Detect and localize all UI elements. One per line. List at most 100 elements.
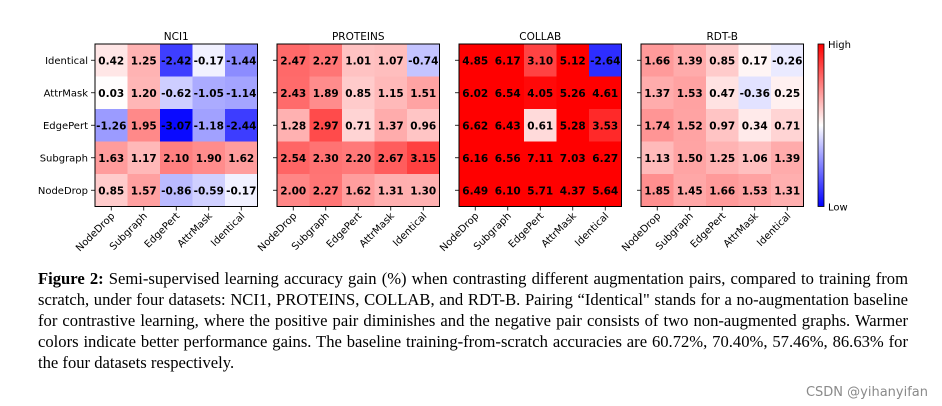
cell-value-label: 5.12 (560, 55, 586, 67)
heatmap-cell (771, 76, 804, 110)
heatmap-cell (277, 76, 310, 110)
heatmap-cell (192, 109, 226, 142)
x-tick-label: AttrMask (722, 211, 761, 250)
heatmap-cell (309, 76, 343, 110)
heatmap-cell (342, 76, 375, 110)
cell-value-label: 0.71 (345, 120, 371, 132)
heatmap-cell (706, 44, 739, 77)
cell-value-label: 0.34 (742, 120, 768, 132)
cell-value-label: 5.28 (560, 120, 586, 132)
cell-value-label: 5.64 (592, 185, 618, 197)
colorbar-high-label: High (828, 40, 851, 51)
cell-value-label: -2.64 (590, 55, 620, 67)
heatmap-cell (524, 44, 557, 77)
heatmap-cell (556, 174, 590, 207)
cell-value-label: 1.37 (644, 88, 670, 100)
cell-value-label: 1.52 (677, 120, 703, 132)
heatmap-cell (556, 141, 590, 175)
heatmap-cell (589, 76, 622, 110)
cell-value-label: 2.27 (313, 185, 339, 197)
heatmap-cell (277, 174, 310, 207)
cell-value-label: -0.62 (161, 88, 191, 100)
y-tick-label: Identical (45, 56, 88, 67)
caption-text: Semi-supervised learning accuracy gain (… (38, 269, 908, 372)
cell-value-label: 1.57 (131, 185, 157, 197)
x-tick-label: Identical (391, 211, 429, 249)
heatmap-cell (589, 141, 622, 175)
cell-value-label: 0.03 (98, 88, 124, 100)
colorbar-low-label: Low (828, 203, 848, 214)
cell-value-label: 1.51 (410, 88, 436, 100)
heatmap-cell (192, 174, 226, 207)
cell-value-label: -0.17 (194, 55, 224, 67)
cell-value-label: 1.20 (131, 88, 157, 100)
cell-value-label: 1.90 (196, 153, 222, 165)
x-tick-label: EdgePert (325, 211, 365, 251)
cell-value-label: 0.17 (742, 55, 768, 67)
cell-value-label: 6.27 (592, 153, 618, 165)
cell-value-label: -0.26 (772, 55, 802, 67)
heatmap-cell (706, 141, 739, 175)
heatmap-cell (459, 109, 492, 142)
y-tick-label: NodeDrop (38, 186, 88, 197)
x-tick-label: EdgePert (507, 211, 547, 251)
cell-value-label: 3.10 (527, 55, 553, 67)
heatmap-cell (524, 174, 557, 207)
heatmap-cell (491, 109, 525, 142)
cell-value-label: 3.53 (592, 120, 618, 132)
figure-caption: Figure 2: Semi-supervised learning accur… (38, 268, 908, 373)
heatmap-cell (127, 141, 161, 175)
heatmap-cell (491, 76, 525, 110)
cell-value-label: 1.01 (345, 55, 371, 67)
colorbar (817, 43, 825, 207)
heatmap-cell (160, 141, 193, 175)
heatmap-cell (192, 76, 226, 110)
cell-value-label: 6.56 (495, 153, 521, 165)
heatmap-cell (459, 174, 492, 207)
cell-value-label: 2.10 (163, 153, 189, 165)
heatmap-cell (127, 174, 161, 207)
cell-value-label: 1.25 (709, 153, 735, 165)
x-tick-label: Identical (755, 211, 793, 249)
heatmap-cell (407, 174, 440, 207)
cell-value-label: 6.10 (495, 185, 521, 197)
heatmap-cell (407, 109, 440, 142)
cell-value-label: 0.71 (774, 120, 800, 132)
heatmap-cell (556, 76, 590, 110)
heatmap-cell (706, 109, 739, 142)
cell-value-label: 3.15 (410, 153, 436, 165)
heatmap-cell (342, 141, 375, 175)
cell-value-label: 1.53 (742, 185, 768, 197)
heatmap-cell (771, 174, 804, 207)
heatmap-cell (589, 174, 622, 207)
heatmap-cell (95, 76, 128, 110)
cell-value-label: -0.74 (408, 55, 438, 67)
heatmap-cell (160, 76, 193, 110)
heatmap-cell (192, 44, 226, 77)
heatmap-cell (374, 109, 408, 142)
heatmap-cell (225, 44, 258, 77)
heatmap-cell (589, 44, 622, 77)
heatmap-cell (127, 109, 161, 142)
heatmap-cell (309, 174, 343, 207)
cell-value-label: -0.17 (226, 185, 256, 197)
cell-value-label: 1.15 (378, 88, 404, 100)
heatmap-cell (127, 44, 161, 77)
cell-value-label: 2.30 (313, 153, 339, 165)
heatmap-cell (225, 174, 258, 207)
heatmap-cell (673, 141, 707, 175)
cell-value-label: 6.62 (462, 120, 488, 132)
y-tick-label: EdgePert (43, 121, 88, 132)
cell-value-label: -1.44 (226, 55, 256, 67)
cell-value-label: 1.74 (644, 120, 670, 132)
heatmap-cell (556, 109, 590, 142)
cell-value-label: 0.85 (98, 185, 124, 197)
heatmap-cell (225, 109, 258, 142)
cell-value-label: 7.11 (527, 153, 553, 165)
heatmap-cell (95, 109, 128, 142)
heatmap-cell (673, 174, 707, 207)
cell-value-label: 1.62 (345, 185, 371, 197)
heatmap-cell (160, 174, 193, 207)
cell-value-label: 1.39 (677, 55, 703, 67)
heatmap-cell (491, 141, 525, 175)
